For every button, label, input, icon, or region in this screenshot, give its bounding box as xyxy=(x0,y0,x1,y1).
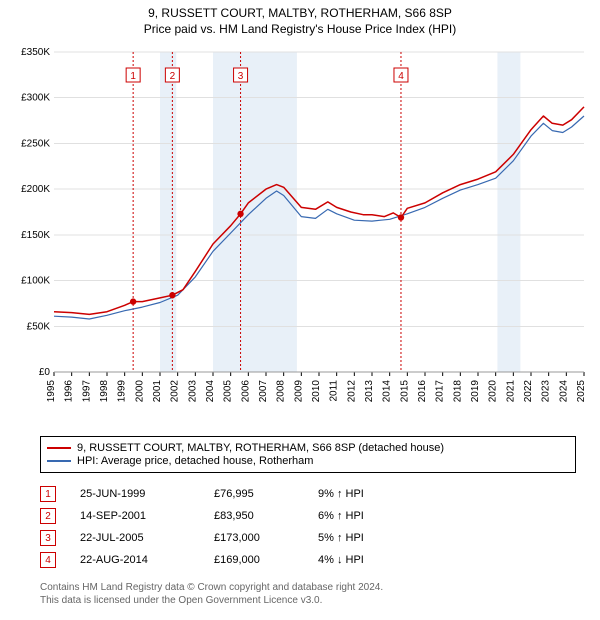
tx-pct: 6% ↑ HPI xyxy=(318,510,408,522)
recession-band xyxy=(160,52,176,372)
tx-number-badge: 3 xyxy=(40,530,56,546)
tx-date: 22-JUL-2005 xyxy=(80,532,190,544)
table-row: 2 14-SEP-2001 £83,950 6% ↑ HPI xyxy=(40,505,576,527)
transaction-point xyxy=(130,298,136,304)
x-tick-label: 2020 xyxy=(488,380,499,403)
x-tick-label: 2018 xyxy=(452,380,463,403)
transaction-point xyxy=(398,214,404,220)
y-tick-label: £300K xyxy=(21,93,50,104)
price-chart: £0 £50K £100K £150K £200K £250K £300K £350K 1995… xyxy=(8,44,592,434)
legend-item: HPI: Average price, detached house, Roth… xyxy=(47,455,569,467)
legend-label: HPI: Average price, detached house, Roth… xyxy=(77,455,313,467)
x-tick-label: 2011 xyxy=(329,380,340,402)
y-tick-label: £150K xyxy=(21,230,50,241)
table-row: 1 25-JUN-1999 £76,995 9% ↑ HPI xyxy=(40,483,576,505)
tx-price: £173,000 xyxy=(214,532,294,544)
x-tick-label: 2006 xyxy=(240,380,251,403)
legend-swatch xyxy=(47,447,71,449)
y-tick-label: £250K xyxy=(21,138,50,149)
tx-date: 14-SEP-2001 xyxy=(80,510,190,522)
tx-price: £76,995 xyxy=(214,488,294,500)
chart-titles: 9, RUSSETT COURT, MALTBY, ROTHERHAM, S66… xyxy=(0,0,600,40)
x-tick-label: 2012 xyxy=(346,380,357,403)
x-tick-label: 2010 xyxy=(311,380,322,403)
x-tick-label: 2003 xyxy=(187,380,198,403)
x-tick-label: 2007 xyxy=(258,380,269,403)
tx-number-badge: 2 xyxy=(40,508,56,524)
title-sub: Price paid vs. HM Land Registry's House … xyxy=(0,22,600,36)
y-tick-label: £50K xyxy=(27,321,51,332)
tx-date: 22-AUG-2014 xyxy=(80,554,190,566)
table-row: 4 22-AUG-2014 £169,000 4% ↓ HPI xyxy=(40,549,576,571)
title-main: 9, RUSSETT COURT, MALTBY, ROTHERHAM, S66… xyxy=(0,6,600,20)
transaction-point xyxy=(237,211,243,217)
table-row: 3 22-JUL-2005 £173,000 5% ↑ HPI xyxy=(40,527,576,549)
tx-pct: 5% ↑ HPI xyxy=(318,532,408,544)
x-tick-label: 2008 xyxy=(276,380,287,403)
x-tick-label: 2021 xyxy=(505,380,516,403)
recession-band xyxy=(497,52,520,372)
transaction-badge-number: 1 xyxy=(130,71,136,82)
x-tick-label: 2001 xyxy=(152,380,163,403)
legend: 9, RUSSETT COURT, MALTBY, ROTHERHAM, S66… xyxy=(40,436,576,473)
tx-price: £83,950 xyxy=(214,510,294,522)
tx-date: 25-JUN-1999 xyxy=(80,488,190,500)
x-tick-label: 2023 xyxy=(541,380,552,403)
x-tick-label: 2005 xyxy=(223,380,234,403)
x-tick-label: 1999 xyxy=(117,380,128,403)
x-tick-label: 2017 xyxy=(435,380,446,403)
tx-number-badge: 4 xyxy=(40,552,56,568)
transaction-badge-number: 4 xyxy=(398,71,404,82)
x-tick-label: 2016 xyxy=(417,380,428,403)
x-tick-label: 2024 xyxy=(558,380,569,403)
x-tick-label: 2014 xyxy=(382,380,393,403)
y-tick-label: £350K xyxy=(21,47,50,58)
tx-number-badge: 1 xyxy=(40,486,56,502)
tx-pct: 9% ↑ HPI xyxy=(318,488,408,500)
legend-item: 9, RUSSETT COURT, MALTBY, ROTHERHAM, S66… xyxy=(47,442,569,454)
x-tick-label: 2000 xyxy=(134,380,145,403)
x-tick-label: 1998 xyxy=(99,380,110,403)
attribution-line-2: This data is licensed under the Open Gov… xyxy=(40,594,576,607)
transaction-point xyxy=(169,292,175,298)
transaction-badge-number: 3 xyxy=(238,71,244,82)
attribution: Contains HM Land Registry data © Crown c… xyxy=(40,581,576,607)
tx-pct: 4% ↓ HPI xyxy=(318,554,408,566)
x-tick-label: 2002 xyxy=(170,380,181,403)
transactions-table: 1 25-JUN-1999 £76,995 9% ↑ HPI 2 14-SEP-2001 £… xyxy=(40,483,576,571)
x-tick-label: 2019 xyxy=(470,380,481,403)
tx-price: £169,000 xyxy=(214,554,294,566)
x-tick-label: 1995 xyxy=(46,380,57,403)
x-tick-label: 1996 xyxy=(64,380,75,403)
x-tick-label: 2004 xyxy=(205,380,216,403)
recession-band xyxy=(213,52,297,372)
legend-swatch xyxy=(47,460,71,462)
transaction-badge-number: 2 xyxy=(170,71,176,82)
x-tick-label: 2015 xyxy=(399,380,410,403)
x-tick-label: 2022 xyxy=(523,380,534,403)
x-tick-label: 2009 xyxy=(293,380,304,403)
x-tick-label: 1997 xyxy=(81,380,92,403)
x-tick-label: 2013 xyxy=(364,380,375,403)
x-tick-label: 2025 xyxy=(576,380,587,403)
legend-label: 9, RUSSETT COURT, MALTBY, ROTHERHAM, S66… xyxy=(77,442,444,454)
y-tick-label: £200K xyxy=(21,184,50,195)
chart-area: £0 £50K £100K £150K £200K £250K £300K £350K 1995… xyxy=(0,40,600,430)
y-tick-label: £100K xyxy=(21,276,50,287)
y-tick-label: £0 xyxy=(39,367,51,378)
attribution-line-1: Contains HM Land Registry data © Crown c… xyxy=(40,581,576,594)
